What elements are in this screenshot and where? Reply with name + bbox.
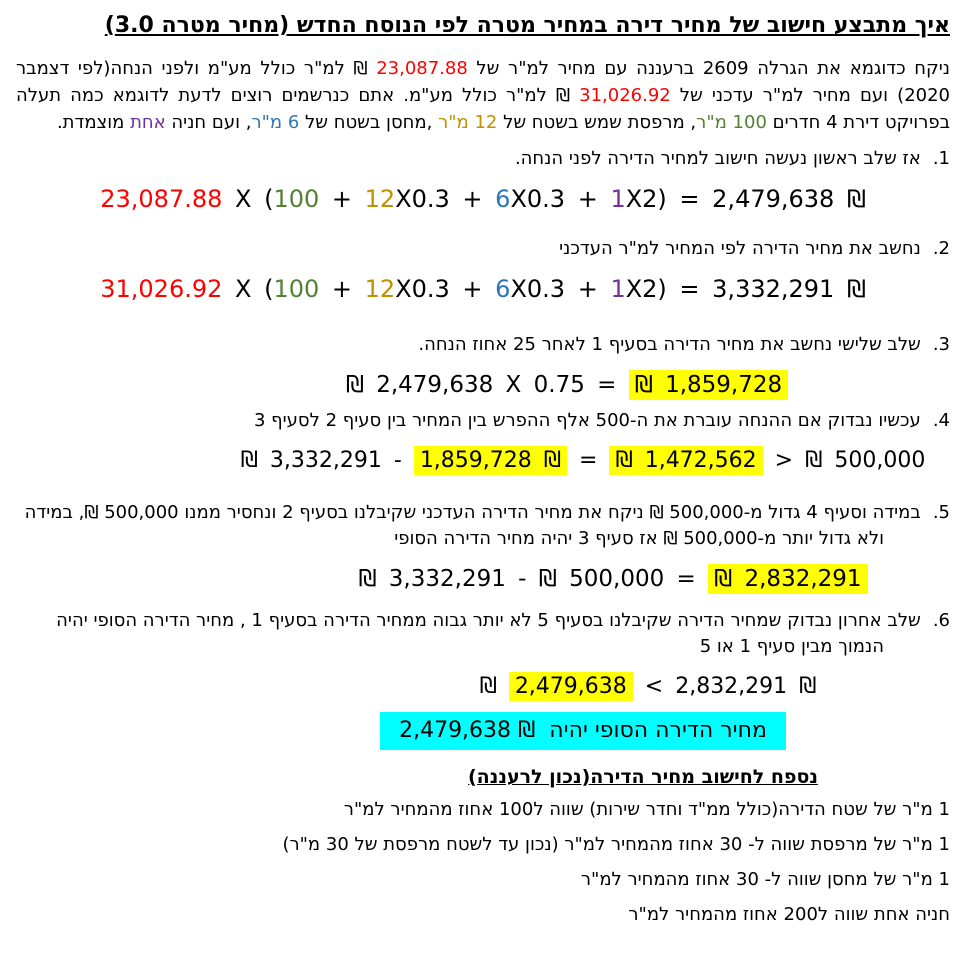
text-segment: X0.3 xyxy=(395,184,450,213)
text-segment: X ( xyxy=(222,274,274,303)
steps-list: 1. אז שלב ראשון נעשה חישוב למחיר הדירה לפ… xyxy=(16,146,950,706)
text-segment: ₪ xyxy=(479,673,509,699)
text-segment: X ( xyxy=(222,184,274,213)
step-heading: 2. נחשב את מחיר הדירה לפי המחיר למ"ר העדכ… xyxy=(16,236,950,262)
formula-line: 23,087.88 X (100 + 12X0.3 + 6X0.3 + 1X2)… xyxy=(16,180,950,218)
step-text: נחשב את מחיר הדירה לפי המחיר למ"ר העדכני xyxy=(559,237,921,259)
text-segment: ₪ 2,479,638 X 0.75 = xyxy=(345,371,629,398)
text-segment: 6 xyxy=(495,184,511,213)
formula-line: ₪ 2,479,638 < 2,832,291 ₪ xyxy=(181,668,966,706)
text-segment: 1 xyxy=(610,274,626,303)
step-text: שלב אחרון נבדוק שמחיר הדירה שקיבלנו בסעי… xyxy=(56,609,921,657)
text-segment: > xyxy=(762,447,806,473)
text-segment: ,מחסן בשטח של xyxy=(299,111,439,133)
text-segment: ₪ 500,000 xyxy=(805,447,926,473)
text-segment: X2) xyxy=(625,274,667,303)
appendix-title-row: נספח לחישוב מחיר הדירה(נכון לרעננה) xyxy=(16,766,950,788)
formula-line: ₪ 3,332,291 - 1,859,728 ₪ = ₪ 1,472,562 … xyxy=(116,442,966,480)
highlighted-value: 2,479,638 xyxy=(508,671,633,701)
final-price-line: 2,479,638 ₪ מחיר הדירה הסופי יהיה xyxy=(380,711,786,750)
text-segment: 1 xyxy=(610,184,626,213)
text-segment: 23,087.88 xyxy=(376,57,468,79)
step-heading: 6. שלב אחרון נבדוק שמחיר הדירה שקיבלנו בס… xyxy=(16,608,950,660)
text-segment: , ועם חניה xyxy=(165,111,252,133)
text-segment: X0.3 xyxy=(510,274,566,303)
appendix-line: 1 מ"ר של שטח הדירה(כולל ממ"ד וחדר שירות)… xyxy=(343,798,950,820)
text-segment: X0.3 xyxy=(510,184,566,213)
text-segment: אחת xyxy=(130,111,166,133)
text-segment: = 2,479,638 ₪ xyxy=(666,184,866,213)
step-heading: 5. במידה וסעיף 4 גדול מ-500,000 ₪ ניקח את… xyxy=(16,500,950,552)
text-segment: 100 מ"ר xyxy=(696,111,767,133)
step-text: במידה וסעיף 4 גדול מ-500,000 ₪ ניקח את מ… xyxy=(24,501,921,549)
text-segment: = 3,332,291 ₪ xyxy=(666,274,866,303)
step-number: 4. xyxy=(932,409,950,431)
text-segment: ניקח כדוגמא את הגרלה 2609 ברעננה עם מחיר… xyxy=(467,57,950,79)
step-item: 1. אז שלב ראשון נעשה חישוב למחיר הדירה לפ… xyxy=(16,146,950,218)
text-segment: 2,479,638 ₪ xyxy=(399,717,536,743)
step-text: שלב שלישי נחשב את מחיר הדירה בסעיף 1 לאח… xyxy=(418,333,921,355)
step-number: 1. xyxy=(932,147,950,169)
formula-line: ₪ 3,332,291 - ₪ 500,000 = ₪ 2,832,291 xyxy=(146,560,966,598)
text-segment: 100 xyxy=(273,274,320,303)
text-segment: + xyxy=(449,274,496,303)
text-segment: 12 xyxy=(364,274,396,303)
appendix-line: 1 מ"ר של מחסן שווה ל- 30 אחוז מהמחיר למ"… xyxy=(580,868,950,890)
formula-line: ₪ 2,479,638 X 0.75 = ₪ 1,859,728 xyxy=(100,366,966,404)
step-item: 5. במידה וסעיף 4 גדול מ-500,000 ₪ ניקח את… xyxy=(16,500,950,598)
text-segment: + xyxy=(449,184,496,213)
step-text: אז שלב ראשון נעשה חישוב למחיר הדירה לפני… xyxy=(514,147,921,169)
step-item: 3. שלב שלישי נחשב את מחיר הדירה בסעיף 1 ל… xyxy=(16,332,950,404)
text-segment: מוצמדת. xyxy=(56,111,131,133)
step-item: 6. שלב אחרון נבדוק שמחיר הדירה שקיבלנו בס… xyxy=(16,608,950,706)
text-segment: 6 מ"ר xyxy=(251,111,300,133)
step-item: 2. נחשב את מחיר הדירה לפי המחיר למ"ר העדכ… xyxy=(16,236,950,308)
step-heading: 1. אז שלב ראשון נעשה חישוב למחיר הדירה לפ… xyxy=(16,146,950,172)
text-segment: < 2,832,291 ₪ xyxy=(632,673,817,699)
text-segment: 23,087.88 xyxy=(100,184,223,213)
text-segment: + xyxy=(565,274,611,303)
step-item: 4. עכשיו נבדוק אם ההנחה עוברת את ה-500 אל… xyxy=(16,408,950,480)
step-heading: 3. שלב שלישי נחשב את מחיר הדירה בסעיף 1 ל… xyxy=(16,332,950,358)
text-segment: ₪ למ"ר כולל מע"מ. אתם כנרשמים רוצים לדעת… xyxy=(16,84,950,133)
text-segment: 12 xyxy=(364,184,396,213)
page-title: איך מתבצע חישוב של מחיר דירה במחיר מטרה … xyxy=(104,13,950,38)
formula-line: 31,026.92 X (100 + 12X0.3 + 6X0.3 + 1X2)… xyxy=(16,270,950,308)
step-text: עכשיו נבדוק אם ההנחה עוברת את ה-500 אלף … xyxy=(253,409,921,431)
text-segment: = xyxy=(567,447,610,473)
text-segment: ₪ 3,332,291 - xyxy=(240,447,414,473)
text-segment: 12 מ"ר xyxy=(438,111,498,133)
step-number: 3. xyxy=(932,333,950,355)
text-segment: X0.3 xyxy=(395,274,450,303)
text-segment: + xyxy=(565,184,611,213)
appendix-title: נספח לחישוב מחיר הדירה(נכון לרעננה) xyxy=(468,765,818,788)
text-segment: 100 xyxy=(273,184,320,213)
appendix-lines: 1 מ"ר של שטח הדירה(כולל ממ"ד וחדר שירות)… xyxy=(16,797,950,928)
text-segment: , מרפסת שמש בשטח של xyxy=(497,111,697,133)
highlighted-value: ₪ 1,859,728 xyxy=(628,369,789,400)
text-segment: X2) xyxy=(625,184,667,213)
appendix-section: נספח לחישוב מחיר הדירה(נכון לרעננה) 1 מ"… xyxy=(16,766,950,928)
final-price-row: 2,479,638 ₪ מחיר הדירה הסופי יהיה xyxy=(116,711,966,750)
text-segment: 31,026.92 xyxy=(579,84,671,106)
text-segment: 6 xyxy=(495,274,511,303)
text-segment: ₪ 3,332,291 - ₪ 500,000 = xyxy=(358,565,709,592)
intro-paragraph: ניקח כדוגמא את הגרלה 2609 ברעננה עם מחיר… xyxy=(16,55,950,136)
step-number: 6. xyxy=(932,609,950,631)
text-segment: + xyxy=(319,184,365,213)
step-number: 2. xyxy=(932,237,950,259)
step-number: 5. xyxy=(932,501,950,523)
appendix-line: חניה אחת שווה ל200 אחוז מהמחיר למ"ר xyxy=(628,903,950,925)
appendix-line: 1 מ"ר של מרפסת שווה ל- 30 אחוז מהמחיר למ… xyxy=(282,833,950,855)
text-segment: ₪ למ"ר כולל מע"מ ולפני הנחה(לפי דצמבר 20… xyxy=(16,57,950,106)
highlighted-value: 1,859,728 ₪ xyxy=(413,445,568,475)
highlighted-value: ₪ 2,832,291 xyxy=(708,563,868,594)
document-page: איך מתבצע חישוב של מחיר דירה במחיר מטרה … xyxy=(16,12,950,970)
text-segment: מחיר הדירה הסופי יהיה xyxy=(549,717,767,743)
step-heading: 4. עכשיו נבדוק אם ההנחה עוברת את ה-500 אל… xyxy=(16,408,950,434)
text-segment: 31,026.92 xyxy=(100,274,223,303)
text-segment: + xyxy=(319,274,365,303)
highlighted-value: ₪ 1,472,562 xyxy=(609,445,763,475)
